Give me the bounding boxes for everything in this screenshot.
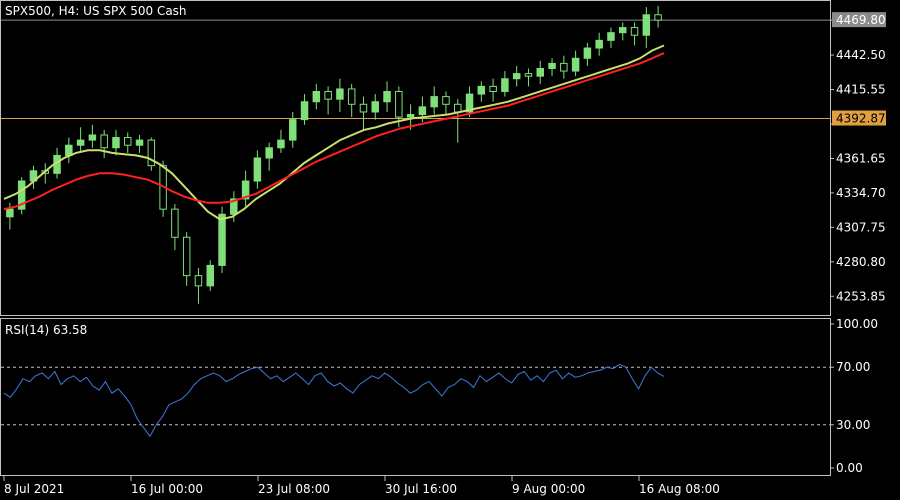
moving-average-fast-line: [3, 44, 665, 221]
candle-body: [253, 157, 262, 182]
candle-body: [395, 91, 403, 118]
candle-body: [230, 198, 238, 215]
time-x-axis: 8 Jul 2021 16 Jul 00:00 23 Jul 08:00 30 Jul…: [3, 476, 720, 496]
price-tick-label: 4307.75: [836, 220, 886, 234]
candle-body: [336, 88, 344, 100]
candle-body: [265, 147, 273, 159]
candle-body: [182, 236, 191, 277]
candle-body: [465, 93, 474, 113]
candle-body: [100, 134, 108, 149]
candle-body: [654, 14, 662, 21]
candle-body: [88, 134, 97, 141]
current-price-label: 4469.80: [836, 13, 886, 27]
candlestick-series: [6, 5, 662, 304]
candle-body: [430, 96, 438, 108]
price-tick-label: 4334.70: [836, 186, 886, 200]
candle-body: [454, 103, 462, 113]
rsi-tick-label: 30.00: [836, 418, 870, 432]
candle-body: [206, 264, 214, 287]
candle-body: [277, 139, 285, 149]
candle-body: [630, 27, 639, 36]
candle-body: [524, 73, 533, 77]
rsi-tick-label: 70.00: [836, 360, 870, 374]
candle-body: [371, 101, 379, 113]
price-tick-label: 4415.55: [836, 83, 886, 97]
candle-body: [418, 106, 427, 116]
candle-body: [135, 139, 144, 146]
candle-body: [583, 47, 592, 59]
candle-body: [124, 137, 132, 146]
candle-body: [218, 213, 226, 266]
candle-body: [194, 275, 203, 287]
candle-body: [347, 88, 356, 105]
rsi-panel-frame: [0, 318, 831, 476]
rsi-line: [3, 363, 665, 438]
price-tick-label: 4253.85: [836, 289, 886, 303]
candle-body: [171, 208, 179, 238]
x-tick-label: 8 Jul 2021: [4, 482, 64, 496]
price-tick-label: 4361.65: [836, 151, 886, 165]
moving-average-slow-line: [3, 52, 665, 211]
candle-body: [501, 78, 509, 93]
candle-body: [112, 137, 120, 149]
rsi-line-group: [3, 363, 665, 438]
candle-body: [324, 91, 332, 100]
candle-body: [76, 139, 85, 146]
candle-body: [289, 119, 297, 141]
candle-body: [300, 101, 309, 121]
level-price-label: 4392.87: [836, 112, 886, 126]
candle-body: [312, 91, 321, 103]
candle-body: [642, 14, 651, 36]
candle-body: [6, 208, 14, 218]
candle-body: [406, 114, 415, 118]
candle-body: [477, 85, 486, 95]
rsi-tick-label: 0.00: [836, 461, 863, 475]
level-price-label-box: [832, 110, 886, 126]
current-price-label-box: [832, 12, 886, 28]
x-tick-label: 9 Aug 00:00: [512, 482, 585, 496]
x-tick-label: 16 Jul 00:00: [131, 482, 203, 496]
candle-body: [607, 32, 615, 41]
candle-body: [17, 180, 26, 210]
rsi-title: RSI(14) 63.58: [5, 323, 87, 337]
x-tick-label: 23 Jul 08:00: [258, 482, 330, 496]
price-tick-label: 4442.50: [836, 48, 886, 62]
candle-body: [241, 180, 250, 200]
candle-body: [619, 27, 627, 34]
candle-body: [147, 139, 156, 167]
rsi-level-lines: [1, 366, 830, 426]
chart-title: SPX500, H4: US SPX 500 Cash: [5, 4, 187, 18]
price-panel-frame: [0, 0, 831, 316]
candle-body: [571, 57, 580, 72]
price-y-axis: 4442.50 4415.55 4361.65 4334.70 4307.75 4280.…: [830, 19, 886, 303]
candle-body: [489, 85, 497, 93]
candle-body: [442, 96, 450, 105]
candle-body: [359, 103, 368, 113]
rsi-tick-label: 100.00: [836, 317, 878, 331]
x-tick-label: 16 Aug 08:00: [639, 482, 720, 496]
candle-body: [512, 73, 521, 80]
candle-body: [383, 91, 391, 103]
moving-average-lines: [3, 44, 665, 221]
price-tick-label: 4280.80: [836, 255, 886, 269]
candle-body: [595, 39, 603, 49]
candle-body: [560, 62, 568, 72]
x-tick-label: 30 Jul 16:00: [385, 482, 457, 496]
candle-body: [548, 62, 556, 69]
rsi-y-axis: 100.00 70.00 30.00 0.00: [830, 317, 878, 475]
candle-body: [536, 67, 544, 77]
